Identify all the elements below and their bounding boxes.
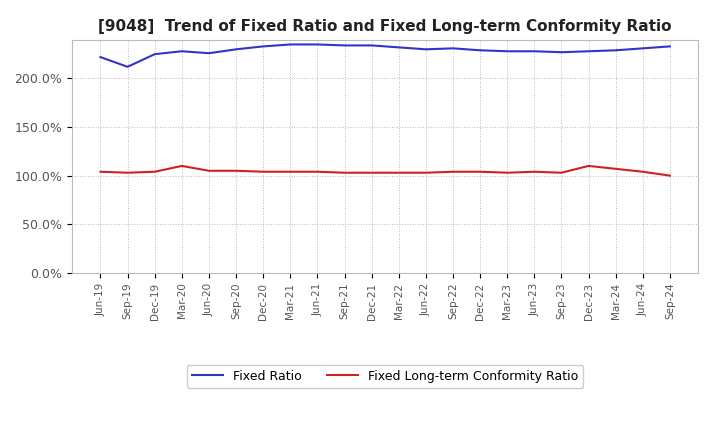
Fixed Long-term Conformity Ratio	[665, 173, 674, 178]
Fixed Long-term Conformity Ratio	[178, 163, 186, 169]
Fixed Ratio	[96, 55, 105, 60]
Fixed Long-term Conformity Ratio	[476, 169, 485, 174]
Fixed Ratio	[232, 47, 240, 52]
Fixed Ratio	[557, 50, 566, 55]
Fixed Ratio	[584, 48, 593, 54]
Fixed Ratio	[313, 42, 322, 47]
Fixed Long-term Conformity Ratio	[557, 170, 566, 176]
Fixed Long-term Conformity Ratio	[286, 169, 294, 174]
Fixed Ratio	[204, 51, 213, 56]
Fixed Ratio	[476, 48, 485, 53]
Fixed Ratio	[421, 47, 430, 52]
Fixed Long-term Conformity Ratio	[204, 168, 213, 173]
Fixed Ratio	[341, 43, 349, 48]
Fixed Long-term Conformity Ratio	[232, 168, 240, 173]
Title: [9048]  Trend of Fixed Ratio and Fixed Long-term Conformity Ratio: [9048] Trend of Fixed Ratio and Fixed Lo…	[99, 19, 672, 34]
Fixed Long-term Conformity Ratio	[584, 163, 593, 169]
Fixed Long-term Conformity Ratio	[341, 170, 349, 176]
Fixed Ratio	[286, 42, 294, 47]
Fixed Ratio	[503, 48, 511, 54]
Fixed Long-term Conformity Ratio	[611, 166, 620, 172]
Fixed Ratio	[367, 43, 376, 48]
Fixed Long-term Conformity Ratio	[150, 169, 159, 174]
Fixed Ratio	[665, 44, 674, 49]
Fixed Ratio	[178, 48, 186, 54]
Line: Fixed Ratio: Fixed Ratio	[101, 44, 670, 67]
Fixed Long-term Conformity Ratio	[503, 170, 511, 176]
Fixed Ratio	[259, 44, 268, 49]
Fixed Long-term Conformity Ratio	[449, 169, 457, 174]
Fixed Ratio	[150, 51, 159, 57]
Fixed Ratio	[449, 46, 457, 51]
Fixed Long-term Conformity Ratio	[259, 169, 268, 174]
Fixed Long-term Conformity Ratio	[421, 170, 430, 176]
Fixed Long-term Conformity Ratio	[367, 170, 376, 176]
Fixed Long-term Conformity Ratio	[395, 170, 403, 176]
Fixed Ratio	[123, 64, 132, 70]
Fixed Ratio	[611, 48, 620, 53]
Fixed Long-term Conformity Ratio	[96, 169, 105, 174]
Fixed Ratio	[530, 48, 539, 54]
Fixed Long-term Conformity Ratio	[313, 169, 322, 174]
Fixed Long-term Conformity Ratio	[123, 170, 132, 176]
Fixed Long-term Conformity Ratio	[530, 169, 539, 174]
Fixed Ratio	[639, 46, 647, 51]
Fixed Long-term Conformity Ratio	[639, 169, 647, 174]
Legend: Fixed Ratio, Fixed Long-term Conformity Ratio: Fixed Ratio, Fixed Long-term Conformity …	[187, 365, 583, 388]
Fixed Ratio	[395, 45, 403, 50]
Line: Fixed Long-term Conformity Ratio: Fixed Long-term Conformity Ratio	[101, 166, 670, 176]
